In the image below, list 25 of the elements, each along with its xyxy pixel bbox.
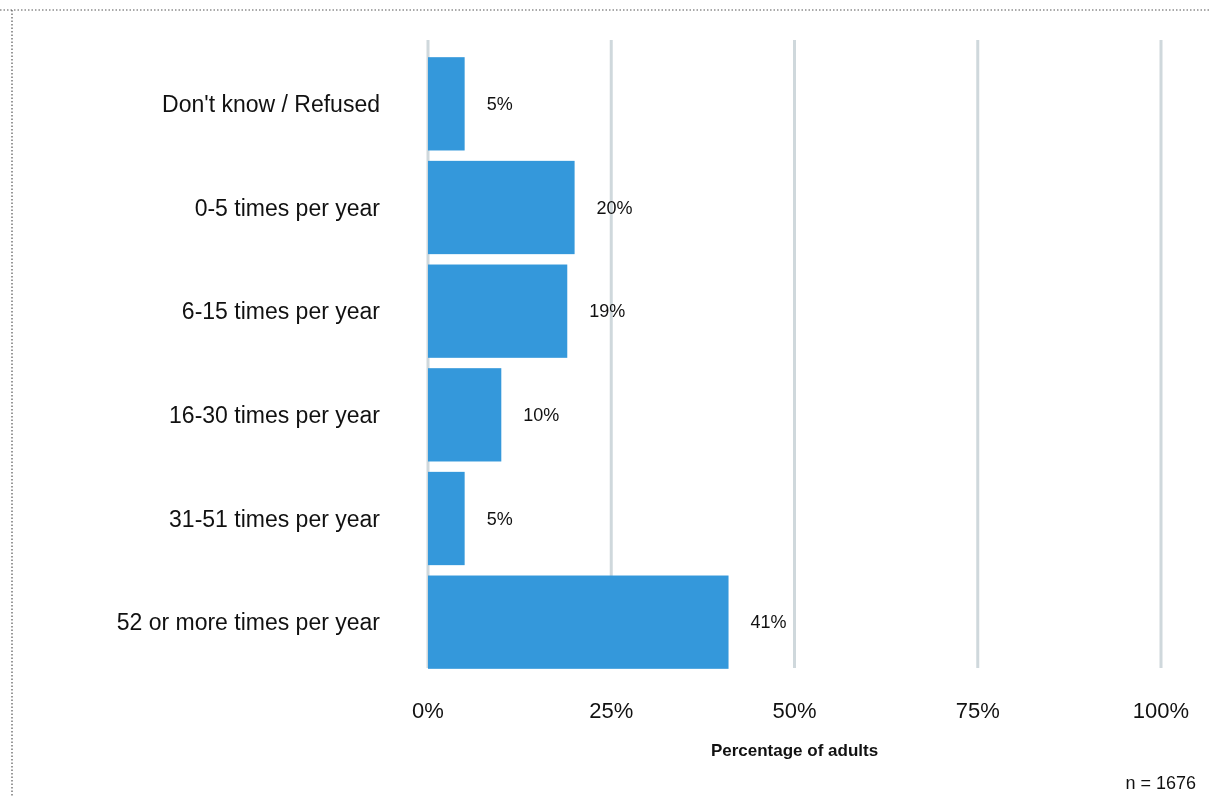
bar	[428, 471, 465, 566]
y-tick-label: 6-15 times per year	[181, 298, 381, 325]
x-axis-title: Percentage of adults	[710, 741, 879, 760]
bar	[428, 575, 729, 669]
x-tick-label: 0%	[412, 698, 444, 723]
x-tick-label: 100%	[1132, 698, 1190, 723]
x-tick-label: 75%	[955, 698, 1000, 723]
data-label: 10%	[523, 405, 560, 426]
text: n = 1676	[1125, 773, 1196, 793]
bar	[428, 57, 465, 151]
y-tick-label: Don't know / Refused	[162, 90, 380, 117]
y-tick-label: 31-51 times per year	[169, 505, 381, 532]
y-tick-label: 16-30 times per year	[169, 401, 381, 428]
data-label: 20%	[596, 197, 633, 218]
x-tick-label: 25%	[589, 698, 634, 723]
x-tick-label: 50%	[772, 698, 817, 723]
bar	[428, 160, 575, 255]
y-tick-label: 0-5 times per year	[194, 194, 381, 221]
data-label: 5%	[486, 508, 513, 529]
data-label: 19%	[589, 301, 626, 322]
y-tick-label: 52 or more times per year	[116, 609, 381, 636]
bar	[428, 368, 502, 462]
data-label: 5%	[486, 94, 513, 115]
bar	[428, 264, 568, 358]
data-label: 41%	[750, 612, 787, 633]
